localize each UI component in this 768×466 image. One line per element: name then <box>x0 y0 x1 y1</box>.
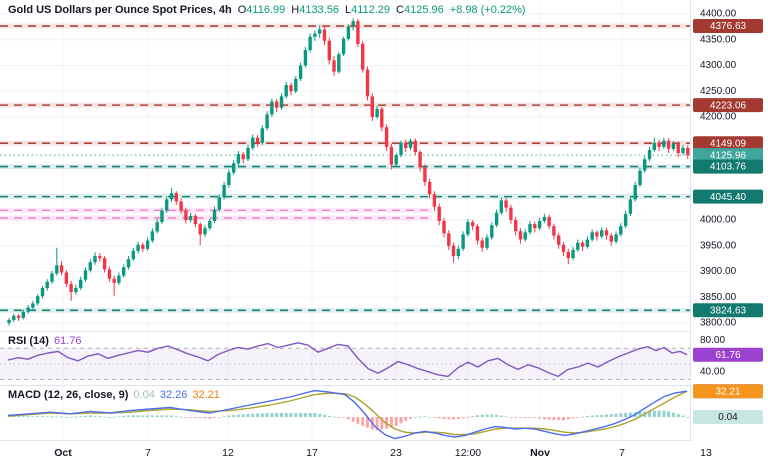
rsi-value: 61.76 <box>53 335 82 347</box>
price-badge <box>693 189 763 204</box>
macd-line <box>7 389 688 440</box>
price-scale[interactable] <box>691 0 768 441</box>
rsi-legend[interactable]: RSI (14) 61.76 <box>8 335 82 347</box>
axis-label: 4103.76 <box>710 162 747 173</box>
axis-label: 13 <box>700 447 712 459</box>
axis-label: 4125.96 <box>710 150 747 161</box>
axis-label: 4350.00 <box>700 34 737 45</box>
axis-label: 61.76 <box>715 350 740 361</box>
candles-layer <box>7 18 690 326</box>
axis-label: 3950.00 <box>700 240 737 251</box>
rsi-band <box>0 348 690 380</box>
axis-label: 3850.00 <box>700 292 737 303</box>
rsi-label: RSI (14) <box>8 335 49 347</box>
ohlc-close: C 4125.96 <box>396 4 444 16</box>
macd-hist-value: 0.04 <box>133 389 155 401</box>
price-change: +8.98 (+0.22%) <box>449 4 526 16</box>
price-badge <box>693 410 763 424</box>
axis-label: 7 <box>145 447 151 459</box>
price-badge <box>693 148 763 163</box>
axis-label: 0.04 <box>718 412 738 423</box>
price-badge <box>693 159 763 174</box>
axis-label: 4376.63 <box>710 21 747 32</box>
axis-label: 4200.00 <box>700 112 737 123</box>
axis-label: 4149.09 <box>710 138 747 149</box>
price-badge <box>693 19 763 33</box>
axis-label: 7 <box>619 447 625 459</box>
axis-label: 80.00 <box>700 335 725 346</box>
axis-label: 4300.00 <box>700 60 737 71</box>
axis-label: 12 <box>222 447 234 459</box>
symbol-title: Gold US Dollars per Ounce Spot Prices, 4… <box>8 4 232 16</box>
axis-label: 4400.00 <box>700 9 737 20</box>
macd-line-value: 32.26 <box>159 389 188 401</box>
axis-label: 3824.63 <box>710 305 747 316</box>
axis-label: 17 <box>306 447 318 459</box>
axis-label: 12:00 <box>455 447 481 459</box>
price-badge <box>693 384 763 399</box>
axis-label: 4250.00 <box>700 86 737 97</box>
price-badge <box>693 347 763 362</box>
price-badge <box>693 98 763 113</box>
macd-legend[interactable]: MACD (12, 26, close, 9) 0.04 32.26 32.21 <box>8 389 220 401</box>
axis-label: 4223.06 <box>710 100 747 111</box>
ohlc-open: O 4116.99 <box>237 4 286 16</box>
axis-label: Oct <box>54 447 72 459</box>
axis-label: 3800.00 <box>700 318 737 329</box>
chart-legend[interactable]: Gold US Dollars per Ounce Spot Prices, 4… <box>8 4 526 16</box>
rsi-line <box>7 342 688 378</box>
price-badge <box>693 303 763 318</box>
axis-label: 32.21 <box>715 386 740 397</box>
axis-label: 23 <box>390 447 402 459</box>
axis-label: 4045.40 <box>710 192 747 203</box>
axis-label: 4000.00 <box>700 215 737 226</box>
axis-label: 40.00 <box>700 366 725 377</box>
axis-label: 3900.00 <box>700 266 737 277</box>
macd-signal-value: 32.21 <box>192 389 220 401</box>
axis-label: Nov <box>530 447 550 459</box>
price-badge <box>693 136 763 151</box>
ohlc-low: L 4112.29 <box>344 4 391 16</box>
macd-label: MACD (12, 26, close, 9) <box>8 389 129 401</box>
ohlc-high: H 4133.56 <box>291 4 339 16</box>
